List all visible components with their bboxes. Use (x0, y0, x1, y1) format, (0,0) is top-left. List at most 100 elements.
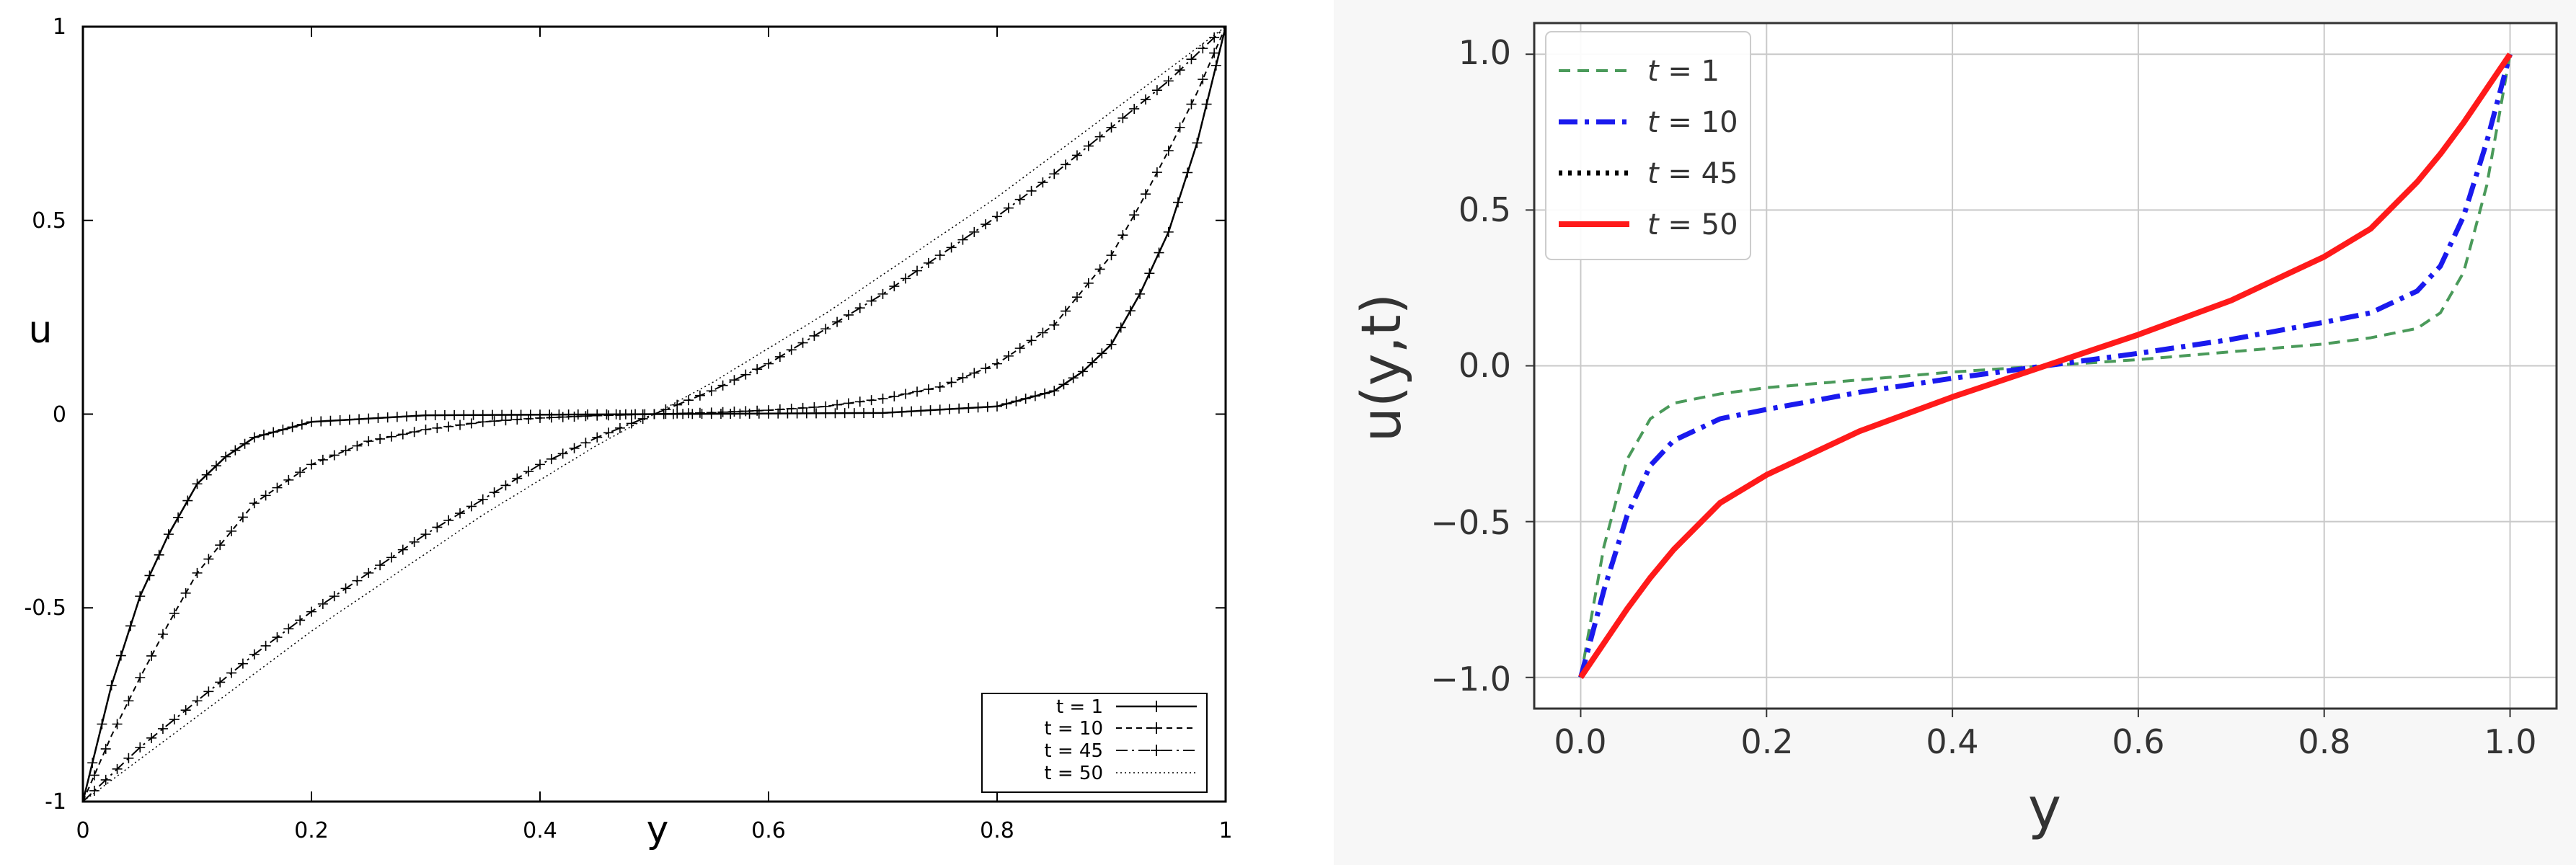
x-tick-label: 0.6 (2112, 722, 2164, 761)
data-point-marker (1014, 343, 1025, 354)
data-point-marker (546, 412, 557, 423)
data-point-marker (601, 409, 612, 420)
data-point-marker (420, 410, 431, 421)
data-point-marker (268, 427, 279, 438)
data-point-marker (489, 416, 500, 427)
data-point-marker (135, 742, 146, 753)
data-point-marker (487, 409, 497, 420)
data-point-marker (278, 425, 288, 435)
data-point-marker (1144, 268, 1155, 279)
data-point-marker (729, 375, 740, 386)
data-point-marker (1198, 43, 1208, 54)
data-point-marker (1125, 306, 1136, 316)
x-tick-label: 0.2 (294, 818, 329, 843)
data-point-marker (672, 399, 683, 410)
data-point-marker (946, 377, 957, 388)
legend-label: t = 50 (1044, 763, 1103, 784)
y-tick-label: 0.5 (32, 208, 66, 234)
data-point-marker (1020, 394, 1031, 404)
data-point-marker (1058, 379, 1069, 390)
data-point-marker (135, 673, 146, 683)
data-point-marker (340, 583, 351, 594)
data-point-marker (614, 422, 625, 433)
data-point-marker (201, 469, 212, 480)
data-point-marker (1061, 306, 1071, 316)
data-point-marker (89, 770, 99, 781)
data-point-marker (1011, 396, 1022, 407)
data-point-marker (854, 303, 865, 314)
data-point-marker (443, 421, 454, 432)
data-point-marker (603, 427, 614, 438)
data-point-marker (672, 408, 683, 419)
data-point-marker (325, 415, 336, 426)
data-point-marker (1077, 366, 1088, 377)
data-point-marker (773, 408, 784, 419)
data-point-marker (916, 405, 926, 416)
data-point-marker (1198, 74, 1208, 85)
data-point-marker (954, 403, 965, 414)
data-point-marker (1163, 76, 1174, 86)
data-point-marker (912, 265, 923, 276)
data-point-marker (735, 408, 745, 419)
data-point-marker (432, 522, 443, 533)
legend-t-value: = 10 (1668, 106, 1738, 139)
data-point-marker (363, 436, 374, 447)
data-point-marker (740, 369, 751, 380)
data-point-marker (1037, 177, 1048, 188)
data-point-marker (1117, 230, 1128, 241)
data-point-marker (1209, 48, 1220, 58)
data-point-marker (546, 453, 557, 464)
data-point-marker (786, 403, 797, 414)
y-axis-label: u (29, 309, 53, 352)
data-point-marker (820, 401, 831, 412)
data-point-marker (329, 450, 340, 461)
data-point-marker (466, 501, 477, 512)
data-point-marker (649, 409, 660, 420)
data-point-marker (87, 758, 98, 768)
y-tick-label: 1 (53, 14, 66, 40)
data-point-marker (580, 411, 591, 422)
data-point-marker (763, 405, 774, 416)
data-point-marker (1094, 131, 1105, 142)
data-point-marker (146, 650, 157, 661)
data-point-marker (146, 732, 157, 743)
data-point-marker (97, 719, 107, 729)
series-layer (1578, 52, 2513, 680)
data-point-marker (1201, 99, 1212, 110)
data-point-marker (468, 409, 479, 420)
data-point-marker (715, 409, 726, 420)
data-point-marker (839, 408, 850, 419)
data-point-marker (409, 427, 420, 438)
data-point-marker (112, 763, 123, 774)
data-point-marker (797, 337, 808, 348)
data-point-marker (203, 686, 214, 697)
data-point-marker (626, 409, 637, 420)
data-point-marker (386, 431, 397, 442)
data-point-marker (614, 409, 625, 420)
data-point-marker (154, 549, 164, 560)
data-point-marker (173, 512, 184, 523)
legend-t-symbol: t (1647, 55, 1660, 88)
data-point-marker (889, 391, 900, 402)
data-point-marker (1071, 150, 1082, 161)
data-point-marker (809, 402, 820, 412)
data-point-marker (1030, 391, 1040, 402)
legend-label: t = 1 (1056, 696, 1103, 718)
data-point-marker (221, 451, 231, 462)
data-point-marker (887, 407, 898, 418)
data-point-marker (100, 774, 111, 785)
series-line-1 (1579, 53, 2512, 678)
data-point-marker (946, 242, 957, 253)
data-point-marker (1106, 339, 1117, 350)
data-point-marker (391, 412, 402, 422)
data-point-marker (466, 418, 477, 429)
data-point-marker (295, 615, 306, 626)
data-point-marker (1210, 60, 1221, 71)
data-point-marker (866, 395, 877, 406)
data-point-marker (455, 508, 466, 519)
data-point-marker (1151, 701, 1162, 712)
data-point-marker (563, 409, 574, 420)
data-point-marker (896, 407, 907, 417)
data-point-marker (500, 415, 511, 426)
data-point-marker (506, 409, 517, 420)
